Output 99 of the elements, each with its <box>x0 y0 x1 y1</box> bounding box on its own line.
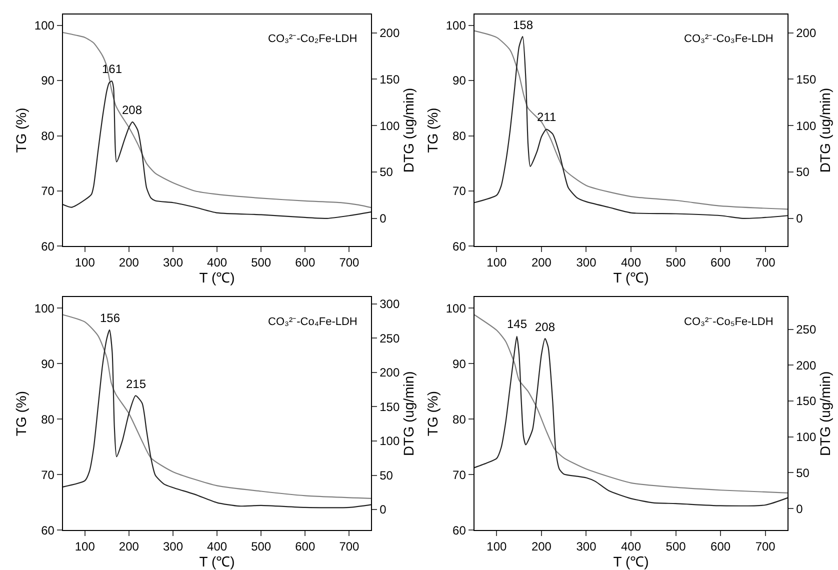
annotation: 161 <box>102 62 122 76</box>
y-tick-label: 60 <box>41 239 55 254</box>
y-tick-label: 100 <box>446 301 466 316</box>
x-axis-title: T (℃) <box>199 554 235 570</box>
x-tick-label: 200 <box>531 256 552 270</box>
y2-tick-label: 250 <box>796 322 816 336</box>
x-tick-label: 700 <box>339 256 360 270</box>
y2-axis-title: DTG (ug/min) <box>816 88 833 173</box>
x-tick-label: 100 <box>486 256 508 270</box>
y2-tick-label: 100 <box>796 430 816 444</box>
y-tick-label: 70 <box>41 184 55 198</box>
x-tick-label: 700 <box>339 540 360 554</box>
x-tick-label: 400 <box>621 540 642 554</box>
y-tick-label: 60 <box>452 523 466 538</box>
annotation: 158 <box>513 18 534 32</box>
x-tick-label: 400 <box>207 540 228 554</box>
y2-tick-label: 0 <box>380 212 387 226</box>
y2-tick-label: 200 <box>796 358 816 372</box>
x-tick-label: 600 <box>295 256 316 270</box>
x-tick-label: 200 <box>531 540 552 554</box>
y-axis-title: TG (%) <box>424 108 440 153</box>
annotation: CO₃²⁻-Co₃Fe-LDH <box>684 33 774 45</box>
x-tick-label: 200 <box>118 540 140 554</box>
x-tick-label: 200 <box>118 256 140 270</box>
x-tick-label: 700 <box>755 540 776 554</box>
x-tick-label: 300 <box>576 256 597 270</box>
y2-tick-label: 50 <box>380 165 394 180</box>
y2-axis-title: DTG (ug/min) <box>400 88 416 173</box>
y2-tick-label: 200 <box>380 366 400 380</box>
y2-tick-label: 100 <box>380 118 400 133</box>
y2-tick-label: 150 <box>796 72 816 86</box>
y-axis-title: TG (%) <box>13 390 30 436</box>
x-axis-title: T (℃) <box>613 270 649 286</box>
x-tick-label: 300 <box>162 256 184 270</box>
x-tick-label: 300 <box>576 540 597 554</box>
annotation: 145 <box>507 317 528 331</box>
y-tick-label: 70 <box>452 184 466 198</box>
annotation: 215 <box>126 377 146 391</box>
annotation: CO₃²⁻-Co₄Fe-LDH <box>268 316 358 328</box>
x-axis-title: T (℃) <box>199 270 235 286</box>
y2-tick-label: 100 <box>796 118 816 133</box>
line-series <box>62 80 372 219</box>
line-series <box>474 314 788 494</box>
y-tick-label: 60 <box>452 239 466 254</box>
y2-tick-label: 250 <box>380 331 400 346</box>
y-tick-label: 80 <box>41 412 55 426</box>
y2-tick-label: 0 <box>380 502 387 517</box>
line-series <box>474 336 788 506</box>
annotation: 156 <box>100 311 120 325</box>
annotation: 211 <box>537 110 556 124</box>
y-tick-label: 100 <box>34 301 55 316</box>
y2-tick-label: 0 <box>796 502 804 516</box>
annotation: CO₃²⁻-Co₅Fe-LDH <box>684 316 774 328</box>
y2-tick-label: 200 <box>380 26 400 40</box>
x-tick-label: 400 <box>621 256 642 270</box>
x-tick-label: 600 <box>710 256 731 270</box>
y-tick-label: 90 <box>452 74 466 88</box>
x-tick-label: 400 <box>207 256 228 270</box>
y-tick-label: 90 <box>452 356 466 371</box>
x-tick-label: 600 <box>710 540 731 554</box>
y-tick-label: 60 <box>41 523 55 538</box>
y2-axis-title: DTG (ug/min) <box>400 371 416 456</box>
y2-tick-label: 150 <box>380 400 400 414</box>
y-tick-label: 80 <box>41 128 55 143</box>
x-tick-label: 500 <box>251 540 272 554</box>
x-tick-label: 100 <box>486 540 508 554</box>
y-tick-label: 90 <box>41 74 55 88</box>
y-tick-label: 70 <box>41 468 55 482</box>
y-tick-label: 100 <box>446 18 466 32</box>
x-tick-label: 500 <box>666 540 686 554</box>
y2-axis-title: DTG (ug/min) <box>816 371 833 456</box>
x-tick-label: 100 <box>74 540 96 554</box>
y-axis-title: TG (%) <box>424 390 440 436</box>
x-tick-label: 500 <box>666 256 686 270</box>
x-axis-title: T (℃) <box>613 554 649 570</box>
y2-tick-label: 100 <box>380 434 400 448</box>
y-tick-label: 80 <box>452 412 466 426</box>
annotation: 208 <box>122 103 142 117</box>
x-tick-label: 600 <box>295 540 316 554</box>
x-tick-label: 300 <box>162 540 184 554</box>
annotation: CO₃²⁻-Co₂Fe-LDH <box>268 33 358 45</box>
x-tick-label: 100 <box>74 256 96 270</box>
y-tick-label: 80 <box>452 128 466 143</box>
y2-tick-label: 50 <box>380 468 394 482</box>
line-series <box>62 32 372 208</box>
y-tick-label: 70 <box>452 468 466 482</box>
y-tick-label: 90 <box>41 356 55 371</box>
annotation: 208 <box>535 320 556 334</box>
y2-tick-label: 50 <box>796 165 810 180</box>
y2-tick-label: 300 <box>380 297 400 312</box>
y-tick-label: 100 <box>34 18 55 32</box>
y-axis-title: TG (%) <box>13 108 30 153</box>
y2-tick-label: 0 <box>796 212 804 226</box>
y2-tick-label: 200 <box>796 26 816 40</box>
x-tick-label: 500 <box>251 256 272 270</box>
y2-tick-label: 50 <box>796 466 810 480</box>
x-tick-label: 700 <box>755 256 776 270</box>
y2-tick-label: 150 <box>796 394 816 408</box>
y2-tick-label: 150 <box>380 72 400 86</box>
